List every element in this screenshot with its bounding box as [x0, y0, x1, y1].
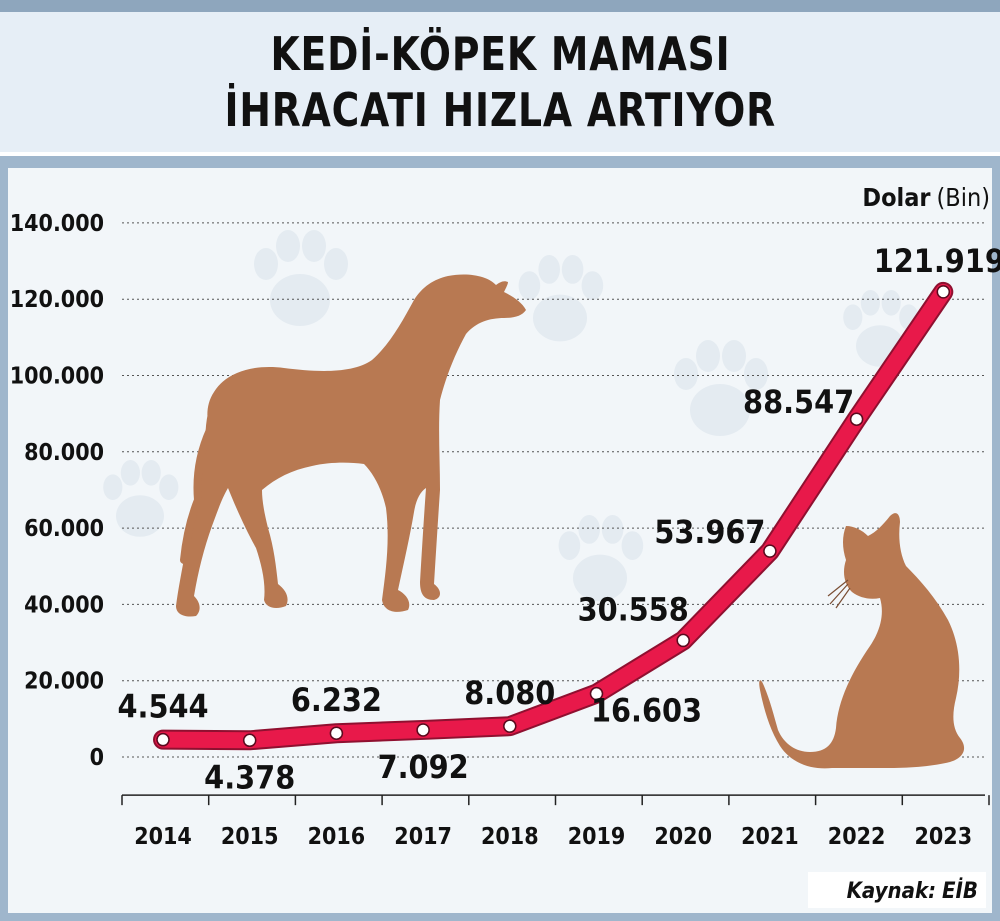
gridlines	[122, 222, 985, 758]
title-panel: KEDİ-KÖPEK MAMASI İHRACATI HIZLA ARTIYOR	[0, 12, 1000, 156]
data-point	[416, 723, 430, 737]
x-tick-label: 2016	[308, 824, 366, 850]
data-point	[676, 633, 690, 648]
x-tick-label: 2015	[221, 824, 279, 850]
title-line-2: İHRACATI HIZLA ARTIYOR	[224, 83, 776, 137]
source-label: Kaynak:	[847, 879, 936, 904]
x-tick-label: 2019	[568, 824, 626, 850]
paw-prints	[103, 230, 919, 602]
x-tick-label: 2017	[394, 824, 452, 850]
data-label: 121.919	[874, 242, 1000, 280]
x-tick-label: 2020	[654, 824, 712, 850]
source-text: Kaynak: EİB	[847, 878, 978, 904]
y-tick-label: 120.000	[10, 287, 104, 313]
unit-bold: Dolar	[862, 183, 931, 212]
data-point	[849, 412, 864, 426]
data-point	[329, 726, 344, 740]
data-label: 53.967	[654, 513, 765, 551]
unit-normal: (Bin)	[937, 183, 991, 212]
paw-print-icon	[254, 230, 348, 326]
data-point	[589, 686, 604, 701]
source-box: Kaynak: EİB	[808, 872, 986, 908]
y-tick-label: 100.000	[10, 364, 104, 390]
y-tick-label: 20.000	[24, 669, 104, 695]
series-line	[153, 281, 954, 751]
data-point	[156, 732, 170, 747]
x-tick-label: 2021	[741, 824, 799, 850]
y-tick-label: 60.000	[24, 516, 104, 542]
cat-silhouette-icon	[759, 513, 965, 769]
data-point	[763, 544, 777, 558]
title-line-1: KEDİ-KÖPEK MAMASI	[270, 27, 730, 81]
y-tick-label: 140.000	[10, 211, 104, 237]
source-value: EİB	[942, 878, 978, 904]
chart-panel	[0, 160, 1000, 921]
data-label: 88.547	[743, 383, 854, 421]
data-point	[503, 719, 517, 733]
data-label: 6.232	[291, 681, 382, 719]
unit-label: Dolar (Bin)	[862, 183, 990, 212]
paw-print-icon	[558, 515, 644, 602]
y-tick-label: 0	[90, 745, 104, 771]
data-label: 4.378	[204, 758, 295, 796]
paw-print-icon	[103, 460, 179, 537]
y-tick-label: 80.000	[24, 440, 104, 466]
x-axis: 2014 2015 2016 2017 2018 2019 2020 2021 2022 2023	[121, 794, 990, 850]
y-tick-label: 40.000	[24, 592, 104, 618]
x-tick-label: 2023	[915, 824, 973, 850]
data-point	[242, 733, 257, 748]
y-tick-labels: 0 20.000 40.000 60.000 80.000 100.000 120.000 1…	[10, 211, 104, 771]
paw-print-icon	[518, 255, 604, 342]
x-tick-label: 2022	[828, 824, 886, 850]
data-label: 4.544	[117, 688, 208, 726]
x-tick-label: 2014	[134, 824, 192, 850]
data-label: 7.092	[378, 748, 469, 786]
data-label: 30.558	[578, 590, 689, 628]
x-tick-label: 2018	[481, 824, 539, 850]
top-strip	[0, 0, 1000, 12]
data-labels: 4.544 4.378 6.232 7.092 8.080 16.603 30.558 53.…	[117, 242, 1000, 796]
paw-print-icon	[674, 340, 768, 436]
data-label: 16.603	[591, 692, 702, 730]
dog-silhouette-icon	[176, 274, 526, 617]
data-points	[156, 285, 951, 748]
data-point	[936, 285, 951, 299]
data-label: 8.080	[464, 674, 555, 712]
